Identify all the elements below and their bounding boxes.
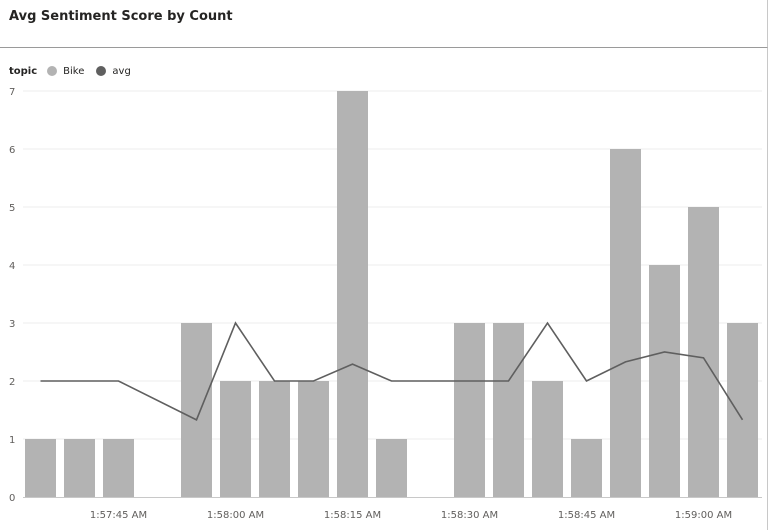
bar-bike [25,439,56,497]
y-tick-label: 1 [9,435,15,446]
x-tick-label: 1:57:45 AM [90,510,147,521]
bar-bike [220,381,251,497]
bar-bike [376,439,407,497]
bar-bike [532,381,563,497]
bar-bike [64,439,95,497]
y-tick-label: 4 [9,261,15,272]
y-tick-label: 3 [9,319,15,330]
bar-bike [259,381,290,497]
y-tick-label: 7 [9,87,15,98]
legend-item-bike[interactable]: Bike [47,66,84,77]
x-tick-label: 1:58:30 AM [441,510,498,521]
y-tick-label: 2 [9,377,15,388]
legend-marker-bike [47,66,58,76]
legend-label-bike: Bike [63,65,85,77]
visual-header: Avg Sentiment Score by Count [0,0,768,48]
bar-bike [337,91,368,497]
bar-bike [493,323,524,497]
bar-bike [649,265,680,497]
bar-bike [571,439,602,497]
bar-bike [454,323,485,497]
x-tick-label: 1:58:15 AM [324,510,381,521]
chart-plot: 0 1 2 3 4 5 6 7 1:57:45 AM 1:58:00 AM 1:58:15 AM 1:… [9,87,762,521]
y-tick-label: 5 [9,203,15,214]
x-tick-label: 1:59:00 AM [675,510,732,521]
bar-bike [610,149,641,497]
legend-marker-avg [96,66,107,76]
bar-bike [727,323,758,497]
chart-title: Avg Sentiment Score by Count [9,9,233,24]
legend-item-avg[interactable]: avg [96,65,131,77]
legend-title: topic [9,65,38,77]
x-tick-label: 1:58:00 AM [207,510,264,521]
x-tick-label: 1:58:45 AM [558,510,615,521]
panel-border [767,48,768,530]
bar-bike [181,323,212,497]
bar-bike [103,439,134,497]
y-tick-label: 0 [9,493,15,504]
legend-label-avg: avg [112,65,131,77]
bar-bike [298,381,329,497]
y-tick-label: 6 [9,145,15,156]
bar-bike [688,207,719,497]
legend: topic Bike avg [9,63,143,79]
